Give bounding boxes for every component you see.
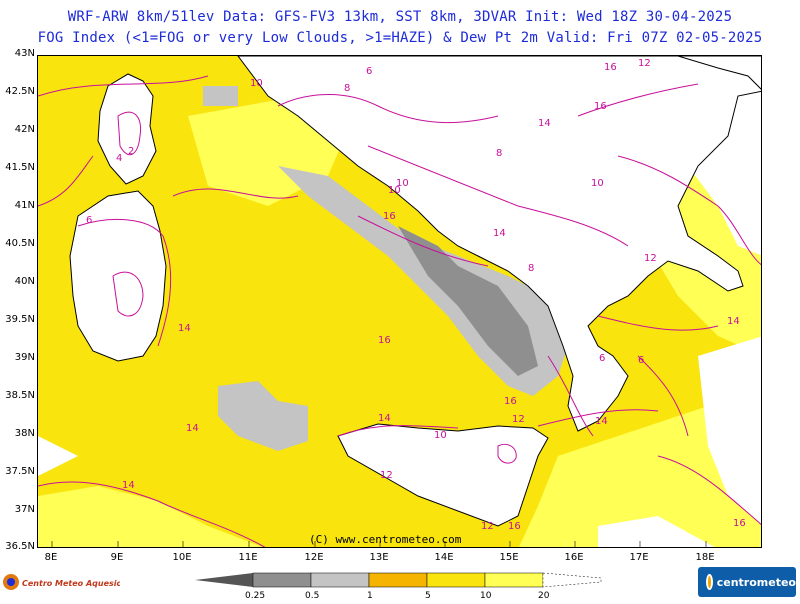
lat-label: 37.5N — [5, 466, 35, 477]
clear-zone — [38, 436, 78, 476]
dense-fog-band — [398, 226, 538, 376]
contour-label: 10 — [250, 78, 263, 89]
lat-label: 40N — [14, 276, 35, 287]
lat-label: 36.5N — [5, 541, 35, 552]
fog-patch — [203, 86, 238, 106]
contour-label: 8 — [344, 83, 350, 94]
logo-globe-icon — [706, 574, 713, 590]
contour-label: 6 — [599, 353, 605, 364]
legend-swatch-mid-grey — [252, 572, 312, 588]
italian-peninsula — [237, 56, 761, 432]
lon-label: 13E — [369, 552, 389, 563]
sardinia-island — [69, 190, 167, 362]
map-canvas: 10 6 8 14 16 12 4 2 6 16 14 16 10 8 10 1… — [38, 56, 761, 547]
contour-label: 14 — [186, 423, 199, 434]
contour-label: 12 — [481, 521, 494, 532]
lon-label: 9E — [110, 552, 124, 563]
legend-tick: 10 — [480, 591, 492, 600]
contour-label: 14 — [727, 316, 740, 327]
contour-label: 16 — [594, 101, 607, 112]
contour-label: 6 — [366, 66, 372, 77]
lon-label: 18E — [695, 552, 715, 563]
contour-label: 14 — [122, 480, 135, 491]
contour-label: 10 — [388, 185, 401, 196]
balkan-coast — [677, 56, 761, 90]
pale-haze-zone — [38, 486, 263, 547]
contour-label: 12 — [644, 253, 657, 264]
lat-label: 41N — [14, 200, 35, 211]
logo-right-text: centrometeo — [716, 575, 796, 589]
contour-label: 10 — [591, 178, 604, 189]
contour-label: 8 — [496, 148, 502, 159]
lon-label: 10E — [172, 552, 192, 563]
contour-label: 12 — [638, 58, 651, 69]
contour-label: 4 — [116, 153, 122, 164]
lon-label: 8E — [44, 552, 58, 563]
centro-meteo-aquesio-logo: Centro Meteo Aquesio — [2, 568, 123, 596]
clear-zone — [598, 516, 715, 547]
header-line-2: FOG Index (<1=FOG or very Low Clouds, >1… — [37, 30, 763, 46]
legend-tick: 20 — [538, 591, 550, 600]
contour-label: 12 — [512, 414, 525, 425]
centrometeo-logo: centrometeo — [698, 567, 796, 597]
contour-label: 2 — [128, 146, 134, 157]
lat-label: 37N — [14, 504, 35, 515]
lat-label: 41.5N — [5, 162, 35, 173]
contour-label: 16 — [508, 521, 521, 532]
lon-label: 15E — [499, 552, 519, 563]
contour-label: 14 — [493, 228, 506, 239]
contour-label: 8 — [528, 263, 534, 274]
legend-swatch-light-grey — [310, 572, 370, 588]
contour-label: 14 — [378, 413, 391, 424]
legend-swatch-white — [542, 572, 602, 588]
lat-label: 43N — [14, 48, 35, 59]
lon-label: 16E — [564, 552, 584, 563]
contour-label: 14 — [538, 118, 551, 129]
fog-patch — [218, 381, 308, 451]
legend-swatch-dark-grey — [195, 573, 253, 587]
lat-label: 40.5N — [5, 238, 35, 249]
lat-label: 39N — [14, 352, 35, 363]
lon-label: 17E — [629, 552, 649, 563]
legend-tick: 0.25 — [245, 591, 265, 600]
contour-label: 14 — [595, 416, 608, 427]
lat-label: 39.5N — [5, 314, 35, 325]
contour-label: 16 — [504, 396, 517, 407]
contour-label: 10 — [434, 430, 447, 441]
pale-haze-zone — [518, 386, 761, 547]
lat-label: 38.5N — [5, 390, 35, 401]
contour-label: 16 — [378, 335, 391, 346]
legend-tick: 0.5 — [305, 591, 319, 600]
contour-label: 16 — [604, 62, 617, 73]
contour-label: 16 — [733, 518, 746, 529]
contour-label: 14 — [178, 323, 191, 334]
lon-label: 11E — [238, 552, 258, 563]
legend-tick: 5 — [425, 591, 431, 600]
corsica-island — [97, 73, 157, 185]
lat-label: 38N — [14, 428, 35, 439]
lat-label: 42N — [14, 124, 35, 135]
clear-zone — [698, 336, 761, 525]
legend-swatch-pale-yellow — [484, 572, 544, 588]
header-line-1: WRF-ARW 8km/51lev Data: GFS-FV3 13km, SS… — [67, 9, 733, 25]
dewpoint-contours — [38, 75, 761, 547]
contour-label: 12 — [380, 470, 393, 481]
contour-label: 6 — [638, 355, 644, 366]
legend-swatch-yellow — [426, 572, 486, 588]
lat-label: 42.5N — [5, 86, 35, 97]
contour-label: 6 — [86, 215, 92, 226]
legend-swatch-orange — [368, 572, 428, 588]
legend-tick: 1 — [367, 591, 373, 600]
fog-index-map: 10 6 8 14 16 12 4 2 6 16 14 16 10 8 10 1… — [37, 55, 762, 548]
map-credit: (C) www.centrometeo.com — [309, 533, 462, 546]
lon-label: 14E — [434, 552, 454, 563]
contour-label: 16 — [383, 211, 396, 222]
fog-index-legend: 0.25 0.5 1 5 10 20 — [195, 570, 605, 601]
contour-label: 10 — [396, 178, 409, 189]
lon-label: 12E — [304, 552, 324, 563]
logo-left-text: Centro Meteo Aquesio — [22, 579, 120, 588]
sicily-island — [337, 423, 549, 527]
map-grid — [51, 541, 707, 547]
